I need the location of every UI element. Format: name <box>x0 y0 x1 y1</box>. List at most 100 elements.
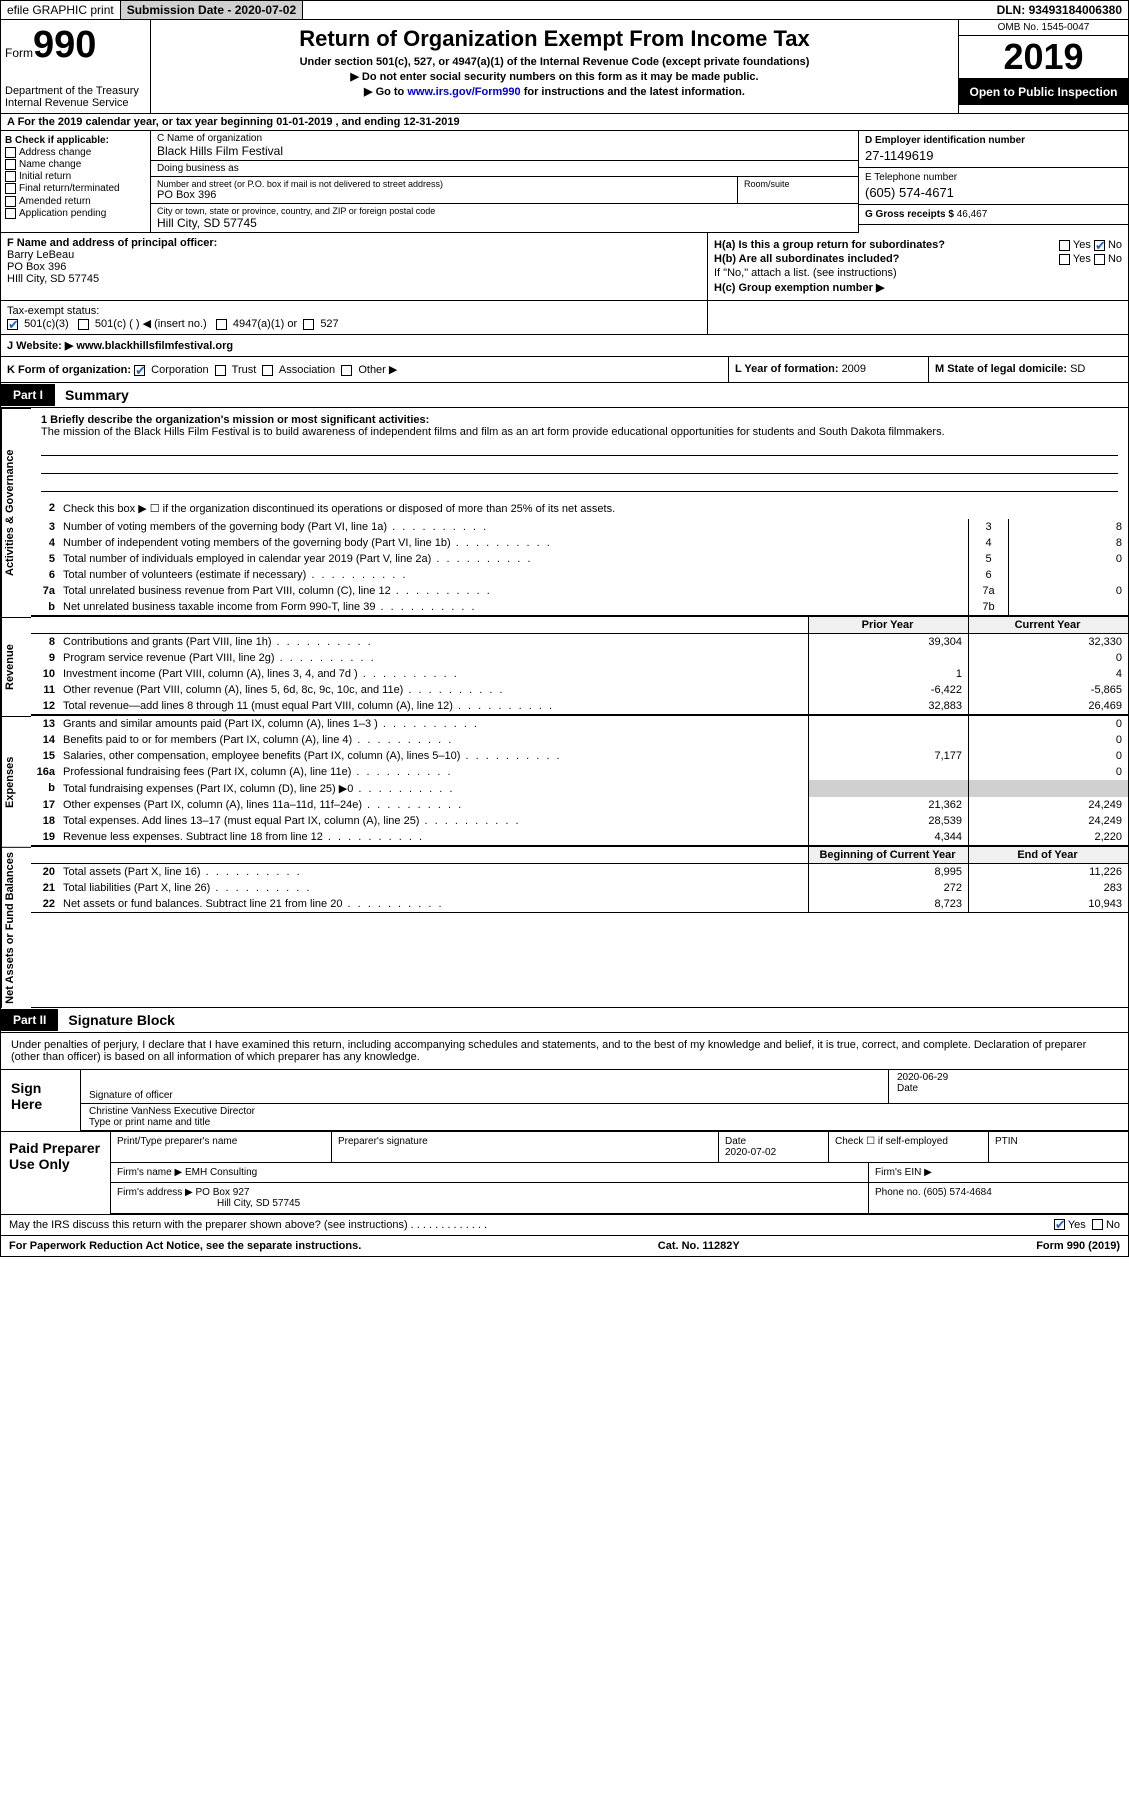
firm-addr: PO Box 927 <box>196 1187 250 1198</box>
row-current: 0 <box>968 650 1128 666</box>
part1-label: Part I <box>1 384 55 406</box>
row-current: 0 <box>968 764 1128 780</box>
part1-title: Summary <box>55 383 139 407</box>
dln-cell: DLN: 93493184006380 <box>991 1 1128 19</box>
note-link-line: ▶ Go to www.irs.gov/Form990 for instruct… <box>157 85 952 98</box>
discuss-question: May the IRS discuss this return with the… <box>9 1219 487 1231</box>
row-current: 4 <box>968 666 1128 682</box>
firm-phone: (605) 574-4684 <box>923 1187 991 1198</box>
fin-row: 9 Program service revenue (Part VIII, li… <box>31 650 1128 666</box>
sign-here-label: Sign Here <box>1 1070 81 1131</box>
opt-pending[interactable]: Application pending <box>5 208 146 219</box>
row-prior: 1 <box>808 666 968 682</box>
row-desc: Salaries, other compensation, employee b… <box>59 748 808 764</box>
room-label: Room/suite <box>744 179 852 189</box>
ha-no: No <box>1108 239 1122 251</box>
row-num: 15 <box>31 748 59 764</box>
firm-phone-cell: Phone no. (605) 574-4684 <box>868 1183 1128 1214</box>
d-phone: E Telephone number (605) 574-4671 <box>859 168 1128 205</box>
k-other: Other ▶ <box>358 364 397 376</box>
vlabel-revenue: Revenue <box>1 617 31 716</box>
line2-text: Check this box ▶ ☐ if the organization d… <box>59 500 1128 517</box>
fin-row: 14 Benefits paid to or for members (Part… <box>31 732 1128 748</box>
fin-row: 21 Total liabilities (Part X, line 26) 2… <box>31 880 1128 896</box>
street-value: PO Box 396 <box>157 189 731 201</box>
fin-row: 11 Other revenue (Part VIII, column (A),… <box>31 682 1128 698</box>
ts-527: 527 <box>320 318 338 330</box>
dln-value: 93493184006380 <box>1029 3 1122 17</box>
opt-amended[interactable]: Amended return <box>5 196 146 207</box>
row-prior: -6,422 <box>808 682 968 698</box>
discuss-yes: Yes <box>1068 1219 1086 1231</box>
city-label: City or town, state or province, country… <box>157 206 852 216</box>
paid-row-2: Firm's name ▶ EMH Consulting Firm's EIN … <box>111 1163 1128 1183</box>
row-box: 7a <box>968 583 1008 599</box>
fin-row: 18 Total expenses. Add lines 13–17 (must… <box>31 813 1128 829</box>
footer-center: Cat. No. 11282Y <box>658 1240 740 1252</box>
opt-address-change[interactable]: Address change <box>5 147 146 158</box>
row-current: 24,249 <box>968 813 1128 829</box>
hb-label: H(b) Are all subordinates included? <box>714 253 899 265</box>
section-activities: 1 Briefly describe the organization's mi… <box>31 408 1128 617</box>
ts-4947: 4947(a)(1) or <box>233 318 297 330</box>
form-word: Form <box>5 46 33 60</box>
opt-label: Final return/terminated <box>19 184 120 195</box>
omb-number: OMB No. 1545-0047 <box>959 20 1128 36</box>
irs-link[interactable]: www.irs.gov/Form990 <box>407 86 520 98</box>
block-d: D Employer identification number 27-1149… <box>858 131 1128 233</box>
sig-date-cell: 2020-06-29 Date <box>888 1070 1128 1104</box>
phone-label: E Telephone number <box>865 172 957 183</box>
h-b: H(b) Are all subordinates included? Yes … <box>714 253 1122 265</box>
street-label: Number and street (or P.O. box if mail i… <box>157 179 731 189</box>
opt-final-return[interactable]: Final return/terminated <box>5 183 146 194</box>
block-c: C Name of organization Black Hills Film … <box>151 131 858 233</box>
row-desc: Grants and similar amounts paid (Part IX… <box>59 716 808 732</box>
sig-row-2: Christine VanNess Executive Director Typ… <box>81 1104 1128 1131</box>
m-cell: M State of legal domicile: SD <box>928 357 1128 382</box>
gross-value: 46,467 <box>957 209 988 220</box>
part2-header: Part II Signature Block <box>0 1008 1129 1033</box>
col-end-year: End of Year <box>968 847 1128 863</box>
row-desc: Program service revenue (Part VIII, line… <box>59 650 808 666</box>
gov-row: 7a Total unrelated business revenue from… <box>31 583 1128 599</box>
sig-date-label: Date <box>897 1083 918 1094</box>
fin-row: 13 Grants and similar amounts paid (Part… <box>31 716 1128 732</box>
gross-label: G Gross receipts $ <box>865 209 957 220</box>
mission-text: The mission of the Black Hills Film Fest… <box>41 426 945 438</box>
website-label: J Website: ▶ <box>7 340 76 352</box>
row-prior: 32,883 <box>808 698 968 714</box>
opt-name-change[interactable]: Name change <box>5 159 146 170</box>
paid-row-1: Print/Type preparer's name Preparer's si… <box>111 1132 1128 1163</box>
tax-status-left: Tax-exempt status: 501(c)(3) 501(c) ( ) … <box>1 301 708 334</box>
row-desc: Total fundraising expenses (Part IX, col… <box>59 780 808 797</box>
block-fh: F Name and address of principal officer:… <box>0 233 1129 301</box>
dba-label: Doing business as <box>157 163 852 174</box>
row-num: 21 <box>31 880 59 896</box>
row-prior <box>808 716 968 732</box>
paid-rows: Print/Type preparer's name Preparer's si… <box>111 1132 1128 1214</box>
ha-yes: Yes <box>1073 239 1091 251</box>
form-number: 990 <box>33 24 96 66</box>
d-ein: D Employer identification number 27-1149… <box>859 131 1128 168</box>
part2-label: Part II <box>1 1009 58 1031</box>
c-city-row: City or town, state or province, country… <box>151 204 858 233</box>
discuss-answers: Yes No <box>1054 1219 1120 1231</box>
hb-note: If "No," attach a list. (see instruction… <box>714 267 1122 279</box>
row-num: b <box>31 780 59 797</box>
gov-row: 3 Number of voting members of the govern… <box>31 519 1128 535</box>
d-gross: G Gross receipts $ 46,467 <box>859 205 1128 225</box>
website-value[interactable]: www.blackhillsfilmfestival.org <box>76 340 233 352</box>
city-value: Hill City, SD 57745 <box>157 216 852 230</box>
fin-row: 19 Revenue less expenses. Subtract line … <box>31 829 1128 846</box>
block-f: F Name and address of principal officer:… <box>1 233 708 300</box>
opt-initial-return[interactable]: Initial return <box>5 171 146 182</box>
tax-year: 2019 <box>959 36 1128 79</box>
row-prior <box>808 780 968 797</box>
row-current: 24,249 <box>968 797 1128 813</box>
part1-header: Part I Summary <box>0 383 1129 408</box>
c-street-row: Number and street (or P.O. box if mail i… <box>151 177 858 204</box>
fin-row: 15 Salaries, other compensation, employe… <box>31 748 1128 764</box>
firm-addr2: Hill City, SD 57745 <box>217 1198 300 1209</box>
open-inspection: Open to Public Inspection <box>959 79 1128 105</box>
row-box: 7b <box>968 599 1008 615</box>
